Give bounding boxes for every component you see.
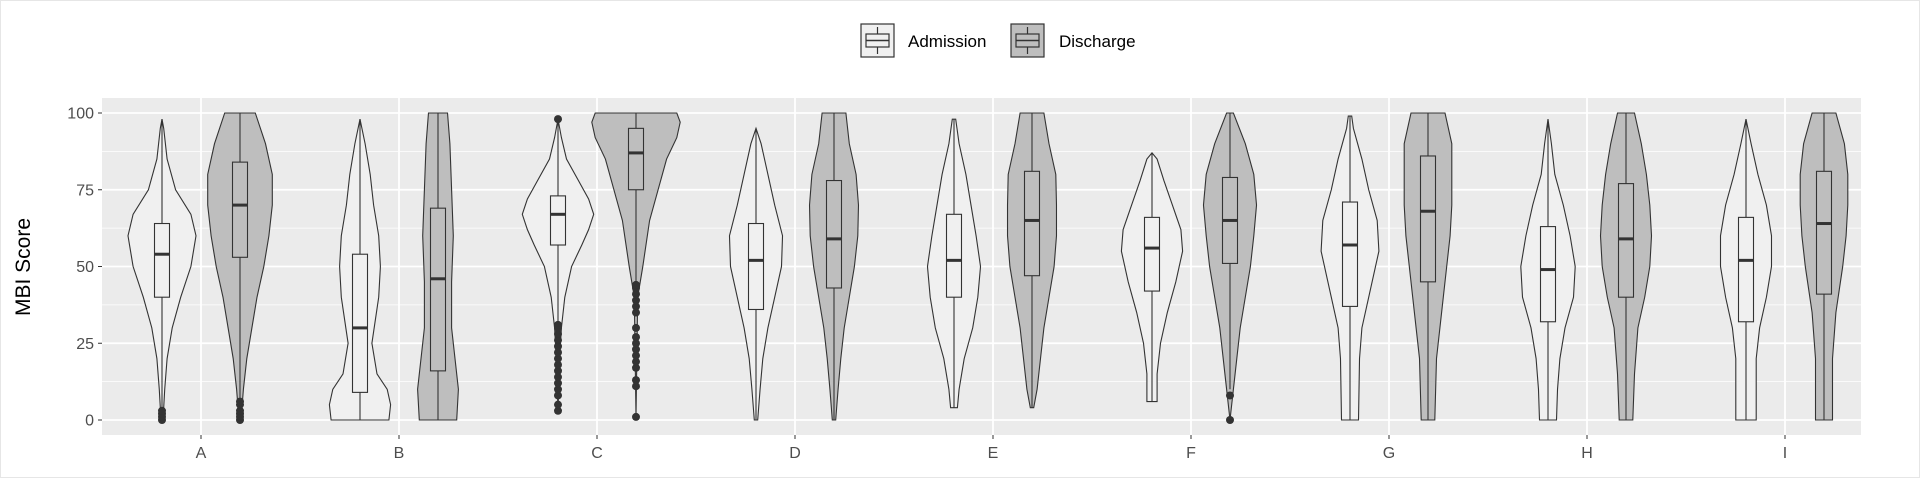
outlier-point	[632, 363, 640, 372]
outlier-point	[236, 397, 244, 406]
outlier-point	[554, 354, 562, 363]
y-tick-label: 50	[76, 259, 94, 276]
x-tick-label: D	[789, 445, 801, 462]
legend-item-admission: Admission	[860, 23, 986, 58]
legend: Admission Discharge	[860, 23, 1136, 58]
box-A-admission	[153, 222, 171, 298]
x-tick-label: A	[196, 445, 207, 462]
box-A-discharge	[231, 161, 249, 258]
box-C-discharge	[627, 127, 645, 191]
box-B-admission	[351, 253, 369, 393]
outlier-point	[632, 351, 640, 360]
outlier-point	[554, 336, 562, 345]
x-tick-label: C	[591, 445, 603, 462]
y-tick-label: 0	[85, 413, 94, 430]
x-tick-label: B	[394, 445, 405, 462]
outlier-point	[554, 391, 562, 400]
x-tick-label: F	[1186, 445, 1196, 462]
outlier-point	[632, 323, 640, 332]
x-tick-label: E	[988, 445, 999, 462]
outlier-point	[236, 406, 244, 415]
outlier-point	[632, 296, 640, 305]
box-F-admission	[1143, 216, 1161, 292]
box-H-discharge	[1617, 183, 1635, 298]
box-G-discharge	[1419, 155, 1437, 283]
y-tick-label: 75	[76, 182, 94, 199]
outlier-point	[554, 406, 562, 415]
box-H-admission	[1539, 226, 1557, 323]
gridlines: 0 25 50 75 100 A B C D E F G H I	[67, 98, 1861, 462]
outlier-point	[554, 115, 562, 124]
outlier-point	[1226, 391, 1234, 400]
outlier-point	[632, 302, 640, 311]
box-B-discharge	[429, 207, 447, 372]
box-I-discharge	[1815, 170, 1833, 295]
y-tick-label: 25	[76, 336, 94, 353]
outlier-point	[554, 385, 562, 394]
outlier-point	[554, 320, 562, 329]
box-C-admission	[549, 195, 567, 246]
outlier-point	[554, 330, 562, 339]
series-admission	[127, 115, 1773, 424]
outlier-point	[554, 366, 562, 375]
x-tick-label: G	[1383, 445, 1395, 462]
outlier-point	[554, 342, 562, 351]
outlier-point	[158, 406, 166, 415]
box-D-discharge	[825, 179, 843, 289]
box-I-admission	[1737, 216, 1755, 323]
outlier-point	[554, 379, 562, 388]
box-G-admission	[1341, 201, 1359, 307]
outlier-point	[632, 308, 640, 317]
legend-item-discharge: Discharge	[1010, 23, 1136, 58]
outlier-point	[554, 373, 562, 382]
box-E-discharge	[1023, 170, 1041, 277]
outlier-point	[554, 360, 562, 369]
outlier-point	[632, 382, 640, 391]
y-tick-label: 100	[67, 106, 94, 123]
outlier-point	[632, 290, 640, 299]
x-tick-label: H	[1581, 445, 1593, 462]
outlier-point	[554, 400, 562, 409]
legend-label-discharge: Discharge	[1059, 32, 1136, 51]
outlier-point	[632, 357, 640, 366]
box-D-admission	[747, 222, 765, 311]
outlier-point	[632, 345, 640, 354]
outlier-point	[632, 412, 640, 421]
outlier-point	[632, 280, 640, 289]
y-axis-label: MBI Score	[12, 218, 35, 316]
outlier-point	[632, 339, 640, 348]
series-discharge	[207, 112, 1849, 424]
box-E-admission	[945, 213, 963, 298]
outlier-point	[632, 333, 640, 342]
outlier-point	[1226, 416, 1234, 424]
legend-label-admission: Admission	[908, 32, 986, 51]
outlier-point	[632, 376, 640, 385]
outlier-point	[554, 348, 562, 357]
x-tick-label: I	[1783, 445, 1787, 462]
